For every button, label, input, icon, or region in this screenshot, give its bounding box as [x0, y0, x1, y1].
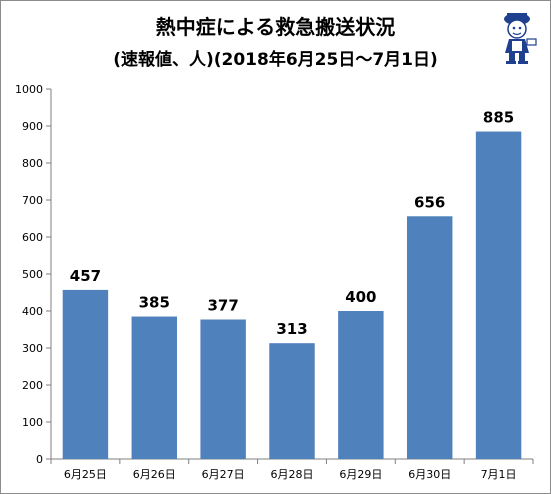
y-tick-label: 100: [22, 416, 43, 429]
data-label: 400: [345, 288, 376, 306]
x-tick-label: 6月30日: [408, 468, 451, 481]
data-label: 457: [70, 267, 101, 285]
mascot-logo-icon: [504, 13, 537, 64]
y-tick-label: 200: [22, 379, 43, 392]
y-tick-label: 1000: [15, 83, 43, 96]
data-label: 885: [483, 109, 514, 127]
y-tick-label: 800: [22, 157, 43, 170]
x-tick-label: 6月29日: [339, 468, 382, 481]
x-tick-label: 6月25日: [64, 468, 107, 481]
bar: [338, 311, 384, 459]
data-label: 385: [139, 294, 170, 312]
bar: [131, 316, 178, 459]
y-tick-label: 600: [22, 231, 43, 244]
chart-subtitle: (速報値、人)(2018年6月25日〜7月1日): [113, 50, 438, 70]
chart-title: 熱中症による救急搬送状況: [155, 15, 396, 39]
y-tick-label: 400: [22, 305, 43, 318]
x-tick-label: 6月26日: [133, 468, 176, 481]
y-tick-label: 900: [22, 120, 43, 133]
y-tick-label: 500: [22, 268, 43, 281]
y-tick-label: 300: [22, 342, 43, 355]
y-tick-label: 700: [22, 194, 43, 207]
y-tick-label: 0: [36, 453, 43, 466]
bar: [62, 289, 109, 459]
bar: [475, 131, 522, 460]
bar: [200, 319, 246, 459]
data-label: 313: [276, 320, 307, 338]
bar: [269, 343, 315, 459]
x-tick-label: 7月1日: [481, 468, 517, 481]
x-tick-label: 6月28日: [271, 468, 314, 481]
data-label: 377: [207, 297, 238, 315]
bar: [406, 216, 453, 459]
data-label: 656: [414, 193, 445, 211]
x-tick-label: 6月27日: [202, 468, 245, 481]
